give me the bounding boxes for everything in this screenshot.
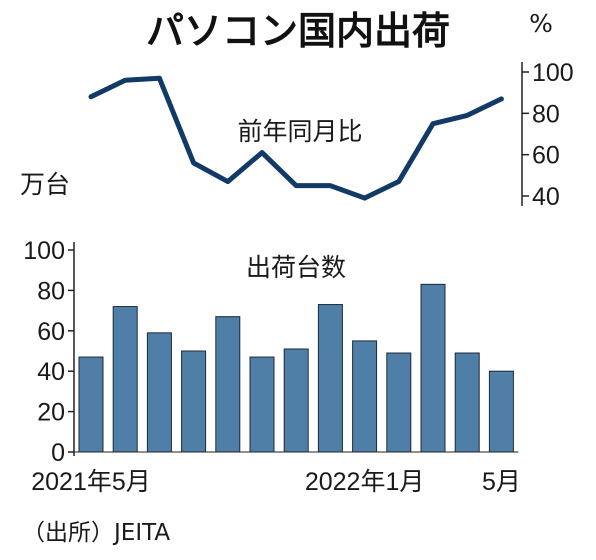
bar-y-tick-label: 100 [23,237,65,265]
bar [215,316,241,453]
line-y-tick-label: 80 [532,100,560,128]
bar-y-tick-label: 0 [51,439,65,467]
bar-x-tick-label: 2022年1月 [305,468,425,496]
bar [488,370,514,453]
bar [112,306,138,453]
bar-y-tick-label: 20 [37,399,65,427]
source-note: （出所）JEITA [22,520,170,546]
shipments-bar-chart: 0 20 40 60 80 100 2021年5月 2022年1月 5月 [23,237,521,496]
bar [283,348,309,453]
line-series-label: 前年同月比 [237,117,362,146]
bar [249,356,275,453]
line-y-tick-label: 100 [532,59,574,87]
chart-title: パソコン国内出荷 [146,9,450,53]
bar-x-tick-label: 2021年5月 [31,468,151,496]
line-y-tick-label: 40 [532,183,560,211]
bar [146,332,172,453]
line-unit-label: % [529,9,553,38]
bar [454,352,480,453]
bar [317,304,343,453]
line-y-tick-label: 60 [532,142,560,170]
bar-unit-label: 万台 [20,170,70,199]
bar-series-label: 出荷台数 [246,253,346,282]
bar-y-tick-label: 80 [37,277,65,305]
bar-y-tick-label: 40 [37,358,65,386]
bar-y-tick-label: 60 [37,318,65,346]
bar [352,340,378,453]
bar [420,283,446,453]
yoy-line-chart: 40 60 80 100 [88,59,574,211]
bar [78,356,104,453]
bar-x-tick-label: 5月 [482,468,521,496]
bar [386,352,412,453]
bar [181,350,207,453]
